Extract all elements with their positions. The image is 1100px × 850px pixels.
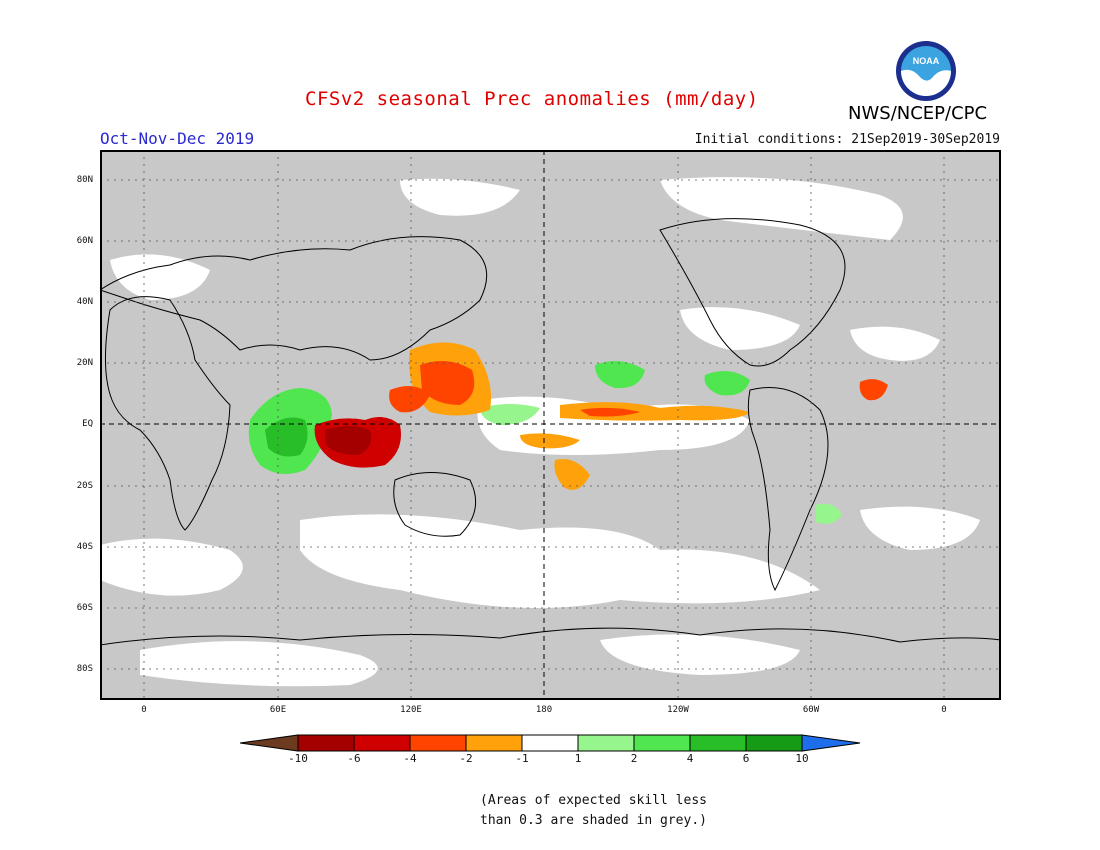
color-scale-label: -4 bbox=[403, 752, 417, 765]
color-scale-cell bbox=[689, 734, 747, 752]
color-scale-label: 1 bbox=[574, 752, 582, 765]
lon-label: 0 bbox=[141, 705, 147, 715]
color-scale-label: 2 bbox=[630, 752, 638, 765]
noaa-logo-bird bbox=[901, 69, 951, 96]
south-pacific-dry-region bbox=[520, 433, 580, 449]
australia-coastline bbox=[393, 472, 477, 537]
color-scale-label: 4 bbox=[686, 752, 694, 765]
north-asia-white-region bbox=[400, 178, 520, 216]
atlantic-white-region bbox=[850, 326, 940, 361]
north-america-coastline bbox=[659, 218, 846, 367]
footnote-line-1: (Areas of expected skill less bbox=[480, 793, 707, 808]
south-america-coastline bbox=[747, 387, 829, 592]
agency-label: NWS/NCEP/CPC bbox=[848, 103, 988, 124]
lon-label: 60W bbox=[802, 705, 820, 715]
lat-label: 80S bbox=[76, 664, 93, 674]
africa-coastline bbox=[105, 296, 231, 531]
south-atlantic-east-white-region bbox=[860, 506, 980, 550]
east-africa-wet-core bbox=[265, 417, 308, 457]
initial-conditions: Initial conditions: 21Sep2019-30Sep2019 bbox=[694, 132, 1000, 147]
africa-north-white-region bbox=[110, 254, 210, 300]
lat-label: 60N bbox=[76, 236, 93, 246]
lat-label: 20N bbox=[76, 358, 93, 368]
lon-label: 0 bbox=[941, 705, 947, 715]
color-scale-arrow-low bbox=[240, 734, 299, 752]
antarctic-white-region-1 bbox=[140, 641, 378, 687]
color-scale-cells bbox=[240, 734, 861, 752]
color-scale-label: -10 bbox=[288, 752, 308, 765]
footnote-line-2: than 0.3 are shaded in grey.) bbox=[480, 813, 707, 828]
graticule bbox=[100, 150, 1001, 700]
lat-label: 80N bbox=[76, 175, 93, 185]
color-scale-cell bbox=[297, 734, 355, 752]
equatorial-pacific-dry-core bbox=[580, 407, 640, 417]
color-scale-arrow-high bbox=[801, 734, 861, 752]
lat-label: 40S bbox=[76, 542, 93, 552]
color-scale-cell bbox=[745, 734, 803, 752]
color-scale-cell bbox=[521, 734, 579, 752]
lon-label: 120E bbox=[400, 705, 422, 715]
lon-label: 120W bbox=[667, 705, 689, 715]
central-america-wet-region bbox=[595, 361, 645, 389]
color-scale-label: 10 bbox=[795, 752, 809, 765]
color-scale-label: 6 bbox=[742, 752, 750, 765]
color-scale-cell bbox=[409, 734, 467, 752]
wet-anomaly-layer bbox=[248, 361, 842, 524]
noaa-logo: NOAA bbox=[896, 41, 956, 101]
caribbean-wet-region bbox=[704, 371, 750, 396]
west-pacific-dry-core bbox=[420, 361, 475, 405]
antarctica-coastline bbox=[100, 627, 1001, 646]
color-scale-cell bbox=[577, 734, 635, 752]
indian-ocean-dry-core bbox=[325, 426, 372, 455]
lon-label: 180 bbox=[535, 705, 553, 715]
color-scale-bar bbox=[240, 734, 861, 752]
forecast-period: Oct-Nov-Dec 2019 bbox=[100, 129, 255, 148]
color-scale-label: -2 bbox=[459, 752, 473, 765]
north-america-white-region bbox=[680, 307, 800, 350]
coastlines bbox=[100, 218, 1001, 646]
maritime-continent-dry-region bbox=[389, 386, 430, 413]
south-pacific-dry-region-2 bbox=[554, 459, 590, 490]
precip-anomaly-map bbox=[100, 150, 1001, 700]
lon-label: 60E bbox=[269, 705, 287, 715]
southern-ocean-white-region bbox=[300, 514, 820, 608]
map-frame bbox=[100, 150, 1001, 700]
noaa-logo-text: NOAA bbox=[913, 56, 940, 66]
tropical-atlantic-dry-region bbox=[859, 379, 888, 401]
dry-anomaly-layer bbox=[314, 342, 888, 490]
arctic-white-region bbox=[660, 177, 903, 240]
south-atlantic-white-region bbox=[100, 538, 243, 596]
lat-label: 20S bbox=[76, 481, 93, 491]
eurasia-coastline bbox=[100, 236, 488, 361]
antarctic-white-region-2 bbox=[600, 634, 800, 675]
color-scale-label: -1 bbox=[515, 752, 529, 765]
color-scale-cell bbox=[465, 734, 523, 752]
color-scale-label: -6 bbox=[347, 752, 361, 765]
color-scale-cell bbox=[353, 734, 411, 752]
south-america-wet-region bbox=[815, 503, 842, 524]
color-scale-cell bbox=[633, 734, 691, 752]
map-title: CFSv2 seasonal Prec anomalies (mm/day) bbox=[305, 88, 759, 110]
lat-label: EQ bbox=[82, 419, 93, 429]
west-pacific-wet-region bbox=[480, 404, 540, 425]
lat-label: 60S bbox=[76, 603, 93, 613]
lat-label: 40N bbox=[76, 297, 93, 307]
